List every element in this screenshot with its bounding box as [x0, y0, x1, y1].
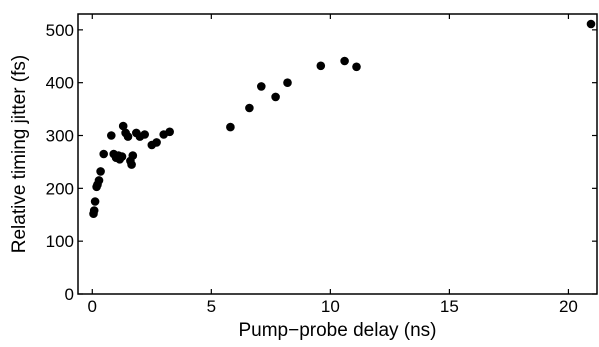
data-point [165, 127, 174, 137]
data-point [257, 82, 266, 91]
data-point [316, 61, 326, 71]
data-point [128, 151, 138, 160]
data-point [140, 130, 149, 139]
data-point [99, 149, 108, 159]
data-points [89, 19, 596, 218]
x-tick-label: 20 [559, 297, 578, 316]
data-point [123, 132, 133, 141]
y-tick-label: 300 [46, 127, 74, 146]
data-point [352, 62, 361, 72]
data-point [226, 122, 235, 132]
data-point [89, 206, 99, 215]
data-point [96, 167, 105, 176]
x-tick-label: 10 [321, 297, 340, 316]
data-point [152, 138, 161, 147]
y-tick-label: 200 [46, 179, 74, 198]
x-tick-label: 0 [88, 297, 97, 316]
data-point [340, 56, 349, 66]
y-tick-label: 400 [46, 74, 74, 93]
y-axis-label: Relative timing jitter (fs) [9, 55, 30, 254]
y-tick-label: 100 [46, 232, 74, 251]
data-point [271, 92, 280, 102]
x-tick-label: 15 [440, 297, 459, 316]
data-point [90, 197, 100, 206]
data-point [107, 131, 116, 140]
x-axis-label: Pump−probe delay (ns) [238, 320, 436, 341]
plot-frame [77, 13, 598, 295]
data-point [245, 103, 254, 113]
data-point [94, 176, 104, 185]
data-point [586, 19, 596, 29]
y-tick-label: 500 [46, 21, 74, 40]
data-point [117, 152, 127, 161]
data-point [283, 78, 292, 87]
axis-ticks [78, 14, 597, 295]
data-point [118, 121, 128, 131]
data-point [127, 160, 136, 169]
y-tick-label: 0 [65, 285, 74, 304]
x-tick-label: 5 [207, 297, 216, 316]
